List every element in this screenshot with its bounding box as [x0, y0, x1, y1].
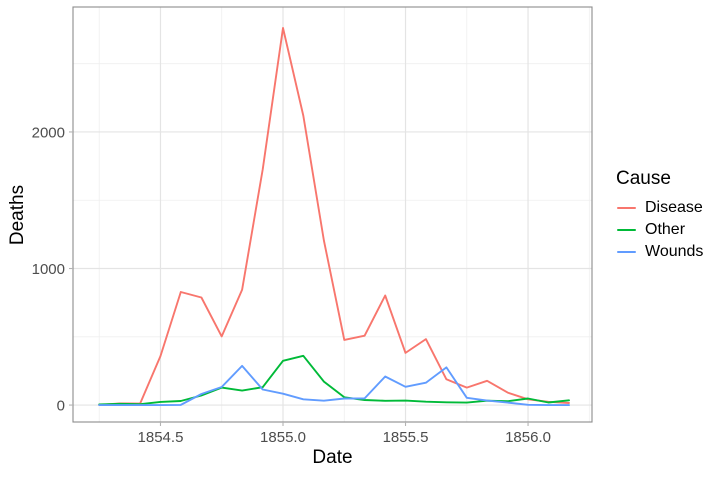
series-line-wounds	[98, 364, 570, 407]
legend-label-other: Other	[645, 221, 686, 238]
x-axis-title: Date	[312, 447, 353, 468]
legend-key-line-disease	[617, 207, 636, 209]
y-axis-title: Deaths	[4, 7, 32, 422]
legend-key-line-wounds	[617, 251, 636, 253]
panel-border	[72, 6, 593, 423]
x-tick-label: 1855.0	[260, 429, 306, 446]
x-tick-label: 1854.5	[138, 429, 184, 446]
legend-label-disease: Disease	[645, 199, 703, 216]
legend-key-line-other	[617, 229, 636, 231]
legend-label-wounds: Wounds	[645, 243, 704, 260]
legend-item-other: Other	[612, 219, 703, 241]
x-tick-label: 1856.0	[505, 429, 551, 446]
legend-item-disease: Disease	[612, 197, 703, 219]
legend: Cause Disease Other Wounds	[612, 167, 703, 263]
y-tick-label: 0	[57, 398, 65, 415]
y-axis-title-text: Deaths	[7, 184, 29, 245]
series-line-disease	[98, 27, 570, 406]
legend-item-wounds: Wounds	[612, 241, 703, 263]
y-tick-label: 2000	[32, 124, 65, 141]
y-tick-label: 1000	[32, 261, 65, 278]
legend-title: Cause	[616, 168, 671, 189]
x-tick-label: 1855.5	[383, 429, 429, 446]
panel-background	[73, 7, 592, 422]
legend-items: Disease Other Wounds	[612, 197, 703, 263]
